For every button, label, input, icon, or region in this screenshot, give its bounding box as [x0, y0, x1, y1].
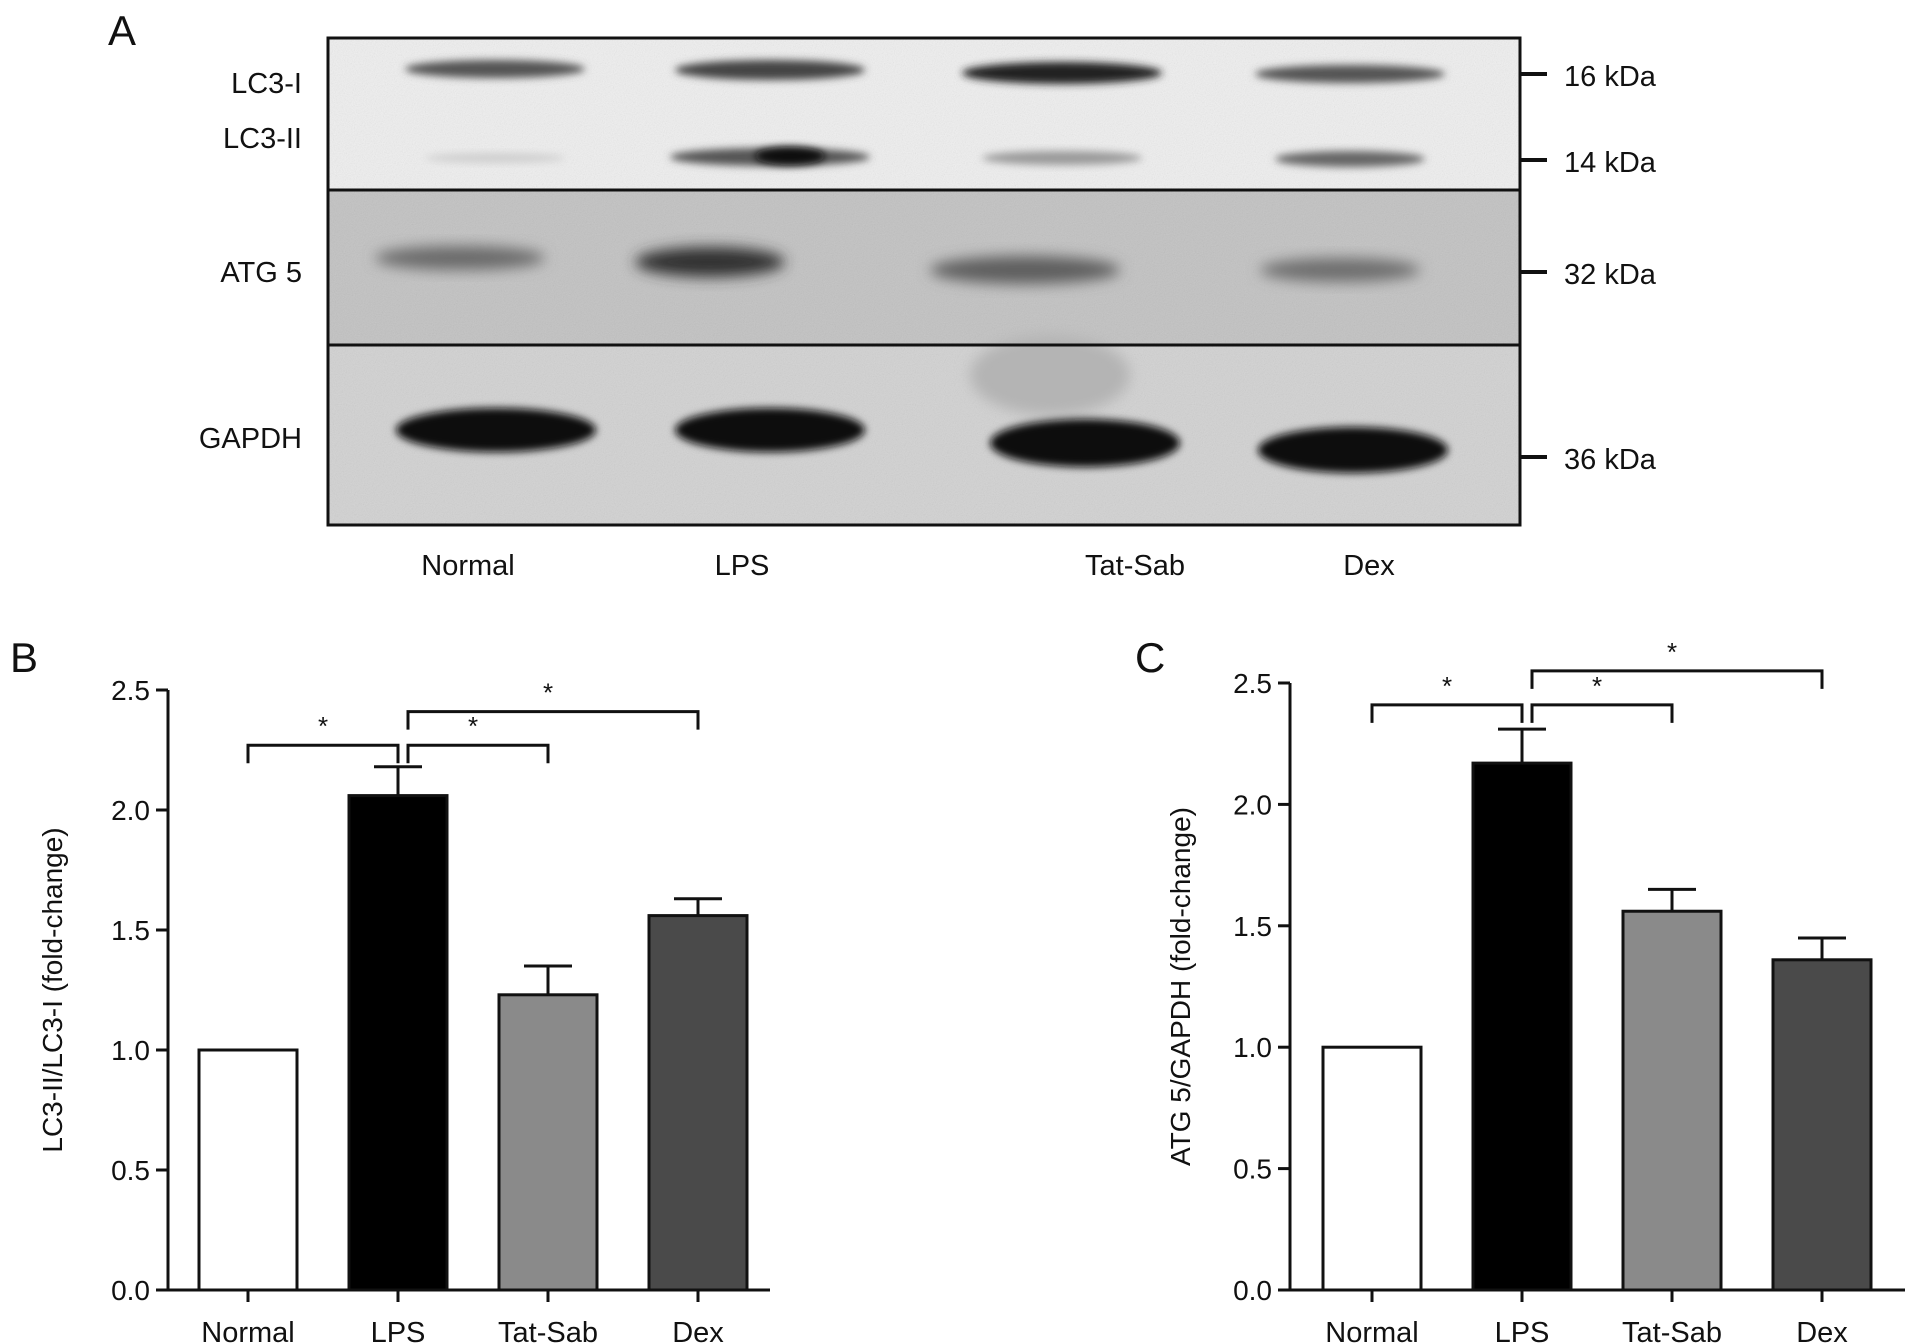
- mw-label-16kda: 16 kDa: [1564, 61, 1657, 93]
- bar-lps: [347, 794, 449, 1292]
- panel-label-a: A: [108, 7, 136, 54]
- y-tick-label: 2.0: [111, 795, 150, 826]
- mw-marker-36kda: 36 kDa: [1520, 444, 1657, 476]
- x-tick-label-lps: LPS: [371, 1317, 426, 1343]
- significance-bracket: [1530, 669, 1824, 689]
- x-tick-label-tat-sab: Tat-Sab: [1622, 1317, 1722, 1343]
- y-axis-label: ATG 5/GAPDH (fold-change): [1165, 807, 1196, 1166]
- significance-star: *: [468, 711, 478, 741]
- y-axis-label: LC3-II/LC3-I (fold-change): [37, 827, 68, 1152]
- lane-label-tat-sab: Tat-Sab: [1085, 550, 1185, 582]
- significance-bracket: [1530, 703, 1674, 723]
- row-label-gapdh: GAPDH: [199, 423, 302, 455]
- bar-dex: [647, 914, 749, 1292]
- significance-star: *: [1442, 671, 1452, 701]
- bar-dex: [1771, 958, 1873, 1292]
- significance-star: *: [318, 711, 328, 741]
- mw-marker-32kda: 32 kDa: [1520, 259, 1657, 291]
- row-label-lc3-ii: LC3-II: [223, 123, 302, 155]
- blot-strip-atg5: [328, 190, 1520, 345]
- mw-marker-14kda: 14 kDa: [1520, 147, 1657, 179]
- blot-strip-lc3: [328, 38, 1520, 190]
- panel-label-b-svg: B: [10, 634, 38, 681]
- row-label-lc3-i: LC3-I: [231, 68, 302, 100]
- row-label-atg5: ATG 5: [220, 257, 302, 289]
- significance-star: *: [543, 678, 553, 708]
- mw-label-14kda: 14 kDa: [1564, 147, 1657, 179]
- lane-label-dex: Dex: [1343, 550, 1395, 582]
- mw-marker-16kda: 16 kDa: [1520, 61, 1657, 93]
- y-tick-label: 1.5: [1233, 911, 1272, 942]
- x-tick-label-tat-sab: Tat-Sab: [498, 1317, 598, 1343]
- y-tick-label: 0.5: [1233, 1154, 1272, 1185]
- y-tick-label: 2.5: [111, 675, 150, 706]
- panel-label-b: B: [10, 634, 38, 681]
- mw-label-32kda: 32 kDa: [1564, 259, 1657, 291]
- y-tick-label: 1.0: [111, 1035, 150, 1066]
- bar-normal: [1321, 1045, 1423, 1292]
- bar-tat-sab: [497, 993, 599, 1292]
- significance-bracket: [246, 743, 400, 764]
- y-tick-label: 1.0: [1233, 1032, 1272, 1063]
- y-tick-label: 0.5: [111, 1155, 150, 1186]
- panel-label-c-svg: C: [1135, 634, 1165, 681]
- x-tick-label-normal: Normal: [201, 1317, 294, 1343]
- mw-label-36kda: 36 kDa: [1564, 444, 1657, 476]
- blot-strip-gapdh: [328, 335, 1520, 525]
- western-blot-panel: A LC3-I LC3-II ATG 5 GAPDH: [108, 7, 1657, 582]
- bar-lps: [1471, 761, 1573, 1292]
- y-tick-label: 0.0: [111, 1275, 150, 1306]
- significance-star: *: [1667, 637, 1677, 667]
- x-tick-label-dex: Dex: [672, 1317, 724, 1343]
- significance-bracket: [406, 743, 550, 764]
- y-tick-label: 0.0: [1233, 1275, 1272, 1306]
- significance-star: *: [1592, 671, 1602, 701]
- y-tick-label: 2.0: [1233, 789, 1272, 820]
- y-tick-label: 2.5: [1233, 668, 1272, 699]
- x-tick-label-dex: Dex: [1796, 1317, 1848, 1343]
- panel-label-c: C: [1135, 634, 1165, 681]
- bar-normal: [197, 1048, 299, 1292]
- lane-label-lps: LPS: [715, 550, 770, 582]
- x-tick-label-lps: LPS: [1495, 1317, 1550, 1343]
- significance-bracket: [406, 710, 700, 730]
- x-tick-label-normal: Normal: [1325, 1317, 1418, 1343]
- lane-label-normal: Normal: [421, 550, 514, 582]
- bar-tat-sab: [1621, 909, 1723, 1292]
- significance-bracket: [1370, 703, 1524, 723]
- y-tick-label: 1.5: [111, 915, 150, 946]
